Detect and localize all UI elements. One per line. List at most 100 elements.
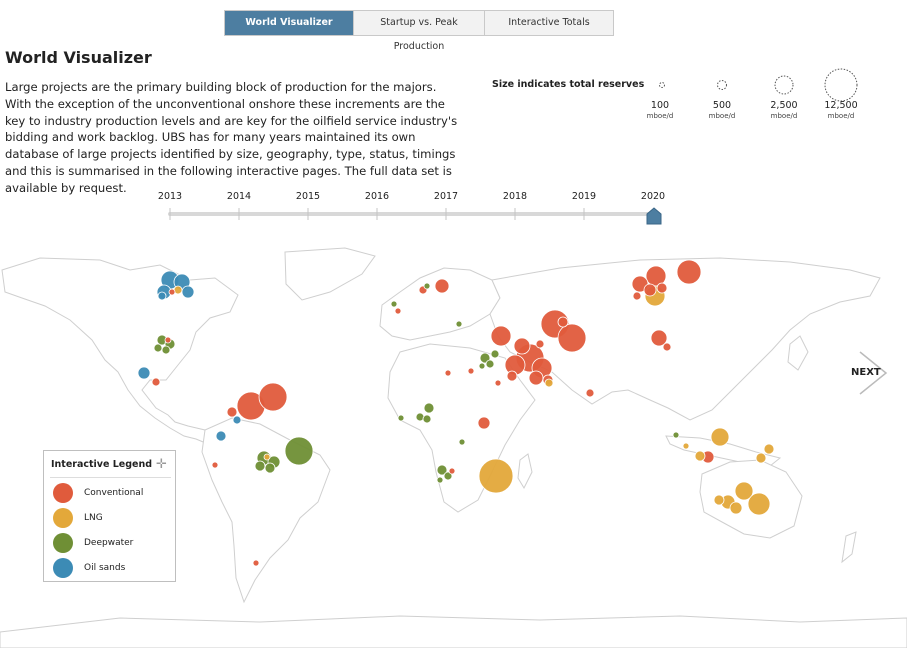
- legend-label: Deepwater: [84, 538, 134, 548]
- size-circle-2500: [774, 75, 794, 95]
- legend-label: Oil sands: [84, 563, 126, 573]
- legend-item-conventional[interactable]: Conventional: [52, 483, 172, 505]
- project-bubble-lng: [694, 450, 706, 462]
- project-bubble-deepwater: [423, 282, 431, 290]
- project-bubble-lng: [478, 458, 514, 494]
- tab-bar: World Visualizer Startup vs. Peak Produc…: [224, 10, 614, 52]
- project-bubble-deepwater: [672, 431, 680, 439]
- project-bubble-oil-sands: [232, 415, 242, 425]
- project-bubble-conventional: [211, 461, 219, 469]
- project-bubble-conventional: [467, 367, 475, 375]
- next-arrow-icon[interactable]: [850, 351, 890, 395]
- size-circle-500: [717, 80, 727, 90]
- project-bubble-deepwater: [153, 343, 163, 353]
- legend-drag-icon[interactable]: ✛: [156, 457, 167, 472]
- project-bubbles: [137, 259, 775, 567]
- timeline-year-2019[interactable]: 2019: [571, 191, 597, 202]
- size-legend-value-12500: 12,500: [824, 100, 858, 111]
- project-bubble-lng: [544, 378, 554, 388]
- size-legend-value-500: 500: [712, 100, 732, 111]
- project-bubble-lng: [710, 427, 730, 447]
- land-antarctica: [0, 615, 907, 648]
- size-legend-unit: mboe/d: [708, 112, 736, 120]
- timeline-year-2016[interactable]: 2016: [364, 191, 390, 202]
- project-bubble-lng: [755, 452, 767, 464]
- timeline-year-2018[interactable]: 2018: [502, 191, 528, 202]
- land-greenland: [284, 247, 376, 301]
- project-bubble-conventional: [557, 316, 569, 328]
- project-bubble-conventional: [494, 379, 502, 387]
- project-bubble-conventional: [513, 337, 531, 355]
- tab-world-visualizer[interactable]: World Visualizer: [225, 11, 354, 35]
- legend-dot-conventional: [53, 483, 73, 503]
- project-bubble-oil-sands: [181, 285, 195, 299]
- project-bubble-conventional: [528, 370, 544, 386]
- project-bubble-conventional: [656, 282, 668, 294]
- project-bubble-lng: [734, 481, 754, 501]
- legend-dot-oil-sands: [53, 558, 73, 578]
- timeline-year-2013[interactable]: 2013: [157, 191, 183, 202]
- project-bubble-oil-sands: [215, 430, 227, 442]
- project-bubble-deepwater: [478, 362, 486, 370]
- project-bubble-conventional: [444, 369, 452, 377]
- page-description: Large projects are the primary building …: [5, 80, 458, 195]
- size-legend-unit: mboe/d: [646, 112, 674, 120]
- legend-item-lng[interactable]: LNG: [52, 508, 172, 530]
- project-bubble-conventional: [557, 323, 587, 353]
- tab-startup-vs-peak-production[interactable]: Startup vs. Peak Production: [354, 11, 485, 52]
- project-bubble-conventional: [252, 559, 260, 567]
- size-legend-unit: mboe/d: [827, 112, 855, 120]
- project-bubble-lng: [763, 443, 775, 455]
- project-bubble-conventional: [151, 377, 161, 387]
- project-bubble-conventional: [490, 325, 512, 347]
- project-bubble-conventional: [434, 278, 450, 294]
- timeline-year-2017[interactable]: 2017: [433, 191, 459, 202]
- timeline-handle[interactable]: [645, 206, 665, 226]
- land-japan: [787, 335, 809, 371]
- timeline-ticks: [169, 208, 585, 220]
- legend-label: Conventional: [84, 488, 144, 498]
- size-legend-circles: [659, 68, 858, 102]
- project-bubble-deepwater: [264, 462, 276, 474]
- project-bubble-conventional: [394, 307, 402, 315]
- project-bubble-deepwater: [455, 320, 463, 328]
- legend-divider: [50, 477, 171, 478]
- project-bubble-lng: [747, 492, 771, 516]
- legend-dot-lng: [53, 508, 73, 528]
- interactive-legend: Interactive Legend ✛ Conventional LNG De…: [43, 450, 176, 582]
- land-north-america: [1, 257, 239, 445]
- project-bubble-oil-sands: [137, 366, 151, 380]
- size-legend-unit: mboe/d: [770, 112, 798, 120]
- timeline-year-2020[interactable]: 2020: [640, 191, 666, 202]
- project-bubble-conventional: [650, 329, 668, 347]
- tab-interactive-totals[interactable]: Interactive Totals: [485, 11, 613, 35]
- project-bubble-conventional: [676, 259, 702, 285]
- project-bubble-lng: [263, 453, 271, 461]
- next-button[interactable]: NEXT: [851, 367, 881, 378]
- size-circle-12500: [824, 68, 858, 102]
- project-bubble-deepwater: [436, 464, 448, 476]
- page-title: World Visualizer: [5, 48, 152, 67]
- legend-label: LNG: [84, 513, 103, 523]
- legend-dot-deepwater: [53, 533, 73, 553]
- project-bubble-deepwater: [423, 402, 435, 414]
- project-bubble-conventional: [585, 388, 595, 398]
- project-bubble-deepwater: [397, 414, 405, 422]
- size-legend-value-100: 100: [650, 100, 670, 111]
- project-bubble-deepwater: [485, 359, 495, 369]
- project-bubble-conventional: [506, 370, 518, 382]
- project-bubble-deepwater: [436, 476, 444, 484]
- timeline-year-2015[interactable]: 2015: [295, 191, 321, 202]
- timeline-year-2014[interactable]: 2014: [226, 191, 252, 202]
- project-bubble-conventional: [164, 336, 172, 344]
- size-legend-value-2500: 2,500: [770, 100, 798, 111]
- project-bubble-conventional: [258, 382, 288, 412]
- timeline-track[interactable]: [168, 212, 654, 216]
- project-bubble-conventional: [448, 467, 456, 475]
- legend-item-oil-sands[interactable]: Oil sands: [52, 558, 172, 580]
- project-bubble-deepwater: [161, 345, 171, 355]
- legend-item-deepwater[interactable]: Deepwater: [52, 533, 172, 555]
- project-bubble-lng: [682, 442, 690, 450]
- land-madagascar: [517, 453, 533, 490]
- project-bubble-deepwater: [490, 349, 500, 359]
